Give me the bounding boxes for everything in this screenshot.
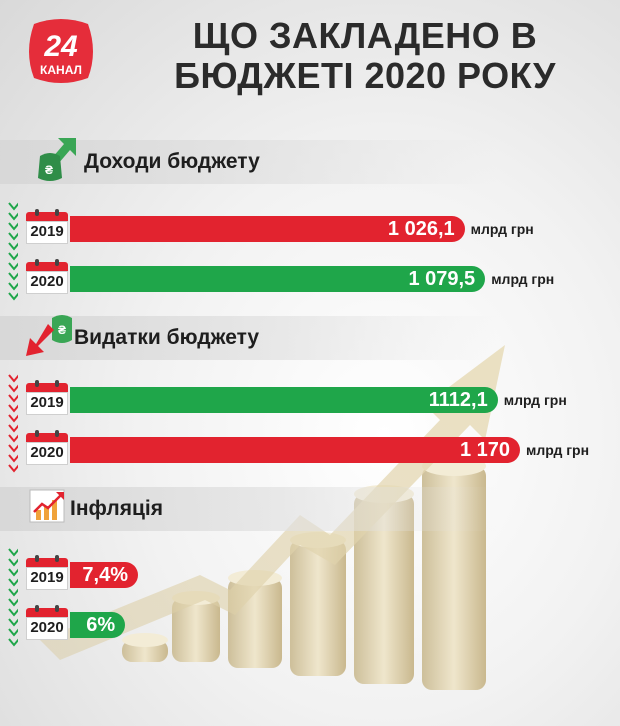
- chevron-mark: [8, 394, 18, 403]
- chevron-mark: [8, 548, 18, 557]
- bar-revenue-2020: 1 079,5: [70, 266, 486, 292]
- section-title-revenue: Доходи бюджету: [84, 150, 260, 173]
- chevron-mark: [8, 384, 18, 393]
- channel-24-logo: 24 КАНАЛ: [29, 19, 93, 83]
- section-title-inflation: Інфляція: [70, 497, 163, 520]
- chevron-mark: [8, 414, 18, 423]
- unit-label: млрд грн: [470, 221, 534, 237]
- svg-text:₴: ₴: [58, 323, 66, 337]
- growth-chart-icon: [29, 489, 65, 523]
- bar-expenses-2019: 1112,1: [70, 387, 498, 413]
- value-label: 1 026,1: [387, 218, 455, 240]
- svg-text:24: 24: [43, 30, 78, 63]
- value-label: 7,4%: [82, 564, 128, 586]
- section-band-expenses: [0, 316, 620, 360]
- chevron-mark: [8, 202, 18, 211]
- calendar-icon: 2020: [26, 430, 68, 465]
- value-label: 1 079,5: [408, 268, 476, 290]
- chevron-mark: [8, 252, 18, 261]
- calendar-icon: 2020: [26, 259, 68, 294]
- chevron-mark: [8, 242, 18, 251]
- svg-text:₴: ₴: [45, 163, 53, 177]
- bar-inflation-2019: 7,4%: [70, 562, 138, 588]
- chevron-mark: [8, 282, 18, 291]
- calendar-icon: 2020: [26, 605, 68, 640]
- bar-revenue-2019: 1 026,1: [70, 216, 465, 242]
- section-band-inflation: [0, 487, 620, 531]
- chevron-mark: [8, 608, 18, 617]
- chevron-mark: [8, 638, 18, 647]
- money-bag-down-icon: ₴: [26, 315, 72, 356]
- chevron-mark: [8, 424, 18, 433]
- money-bag-up-icon: ₴: [38, 138, 76, 181]
- chevron-mark: [8, 618, 18, 627]
- chevron-mark: [8, 568, 18, 577]
- section-title-expenses: Видатки бюджету: [74, 326, 260, 349]
- chevron-column-red: [8, 374, 18, 473]
- chevron-mark: [8, 628, 18, 637]
- chevron-mark: [8, 464, 18, 473]
- chevron-mark: [8, 212, 18, 221]
- chevron-mark: [8, 232, 18, 241]
- chevron-mark: [8, 292, 18, 301]
- value-label: 6%: [86, 614, 116, 636]
- calendar-icon: 2019: [26, 380, 68, 415]
- chevron-mark: [8, 454, 18, 463]
- chevron-mark: [8, 434, 18, 443]
- section-band-revenue: [0, 140, 620, 184]
- unit-label: млрд грн: [526, 442, 590, 458]
- chevron-mark: [8, 558, 18, 567]
- calendar-icon: 2019: [26, 209, 68, 244]
- chevron-column-green: [8, 548, 18, 647]
- chevron-column-green: [8, 202, 18, 301]
- chevron-mark: [8, 262, 18, 271]
- chevron-mark: [8, 598, 18, 607]
- svg-text:КАНАЛ: КАНАЛ: [40, 63, 82, 77]
- unit-label: млрд грн: [503, 392, 567, 408]
- chevron-mark: [8, 222, 18, 231]
- chevron-mark: [8, 404, 18, 413]
- chevron-mark: [8, 588, 18, 597]
- bar-expenses-2020: 1 170: [70, 437, 520, 463]
- chevron-mark: [8, 578, 18, 587]
- page-title: ЩО ЗАКЛАДЕНО В БЮДЖЕТІ 2020 РОКУ: [174, 15, 556, 96]
- value-label: 1112,1: [428, 389, 488, 411]
- chevron-mark: [8, 272, 18, 281]
- chevron-mark: [8, 444, 18, 453]
- unit-label: млрд грн: [491, 271, 555, 287]
- calendar-icon: 2019: [26, 555, 68, 590]
- chevron-mark: [8, 374, 18, 383]
- value-label: 1 170: [459, 439, 510, 461]
- bar-inflation-2020: 6%: [70, 612, 126, 638]
